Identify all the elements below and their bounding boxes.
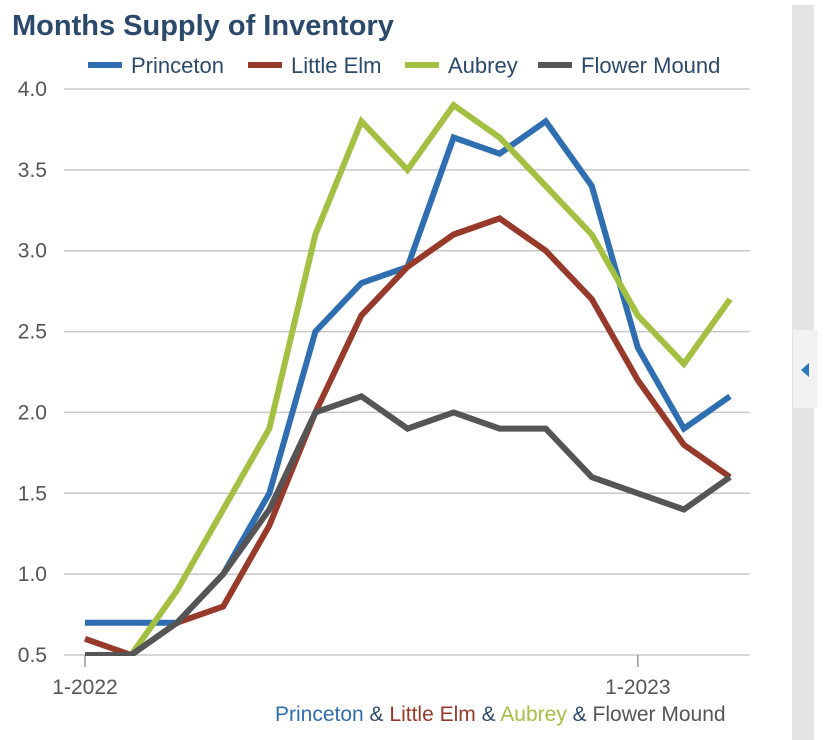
legend: Princeton Little Elm Aubrey Flower Mound <box>88 53 720 78</box>
legend-label: Princeton <box>131 53 224 78</box>
gridlines <box>64 88 750 656</box>
caption-part: Aubrey <box>500 703 567 726</box>
y-tick-label: 0.5 <box>18 644 47 667</box>
legend-item-aubrey[interactable]: Aubrey <box>405 53 518 78</box>
y-tick-label: 3.0 <box>18 240 47 263</box>
y-axis-ticks: 0.5 1.0 1.5 2.0 2.5 3.0 3.5 4.0 <box>18 78 47 667</box>
caption-part: Princeton <box>275 703 364 726</box>
y-tick-label: 1.5 <box>18 482 47 505</box>
series-line-flower-mound <box>85 392 732 656</box>
y-tick-label: 2.0 <box>18 401 47 424</box>
collapse-panel-button[interactable] <box>793 330 818 408</box>
y-tick-label: 4.0 <box>18 78 47 101</box>
legend-item-princeton[interactable]: Princeton <box>88 53 224 78</box>
caption-part: Flower Mound <box>593 703 726 726</box>
caption-part: & <box>567 703 593 726</box>
chart-title: Months Supply of Inventory <box>12 10 394 42</box>
legend-label: Aubrey <box>448 53 518 78</box>
legend-swatch <box>248 62 282 68</box>
legend-swatch <box>88 62 122 68</box>
x-tick-label: 1-2022 <box>52 676 117 699</box>
line-chart: Months Supply of Inventory Princeton Litt… <box>12 10 750 726</box>
legend-item-little-elm[interactable]: Little Elm <box>248 53 381 78</box>
series-caption: Princeton & Little Elm & Aubrey & Flower… <box>275 703 726 726</box>
y-tick-label: 2.5 <box>18 321 47 344</box>
series-lines <box>84 101 733 656</box>
legend-item-flower-mound[interactable]: Flower Mound <box>538 53 720 78</box>
caption-part: & <box>364 703 390 726</box>
legend-swatch <box>538 62 572 68</box>
y-tick-label: 3.5 <box>18 159 47 182</box>
caption-part: & <box>476 703 501 726</box>
legend-swatch <box>405 62 439 68</box>
x-tick-label: 1-2023 <box>605 676 670 699</box>
y-tick-label: 1.0 <box>18 563 47 586</box>
series-line-little-elm <box>84 215 732 656</box>
chevron-left-icon <box>801 363 809 377</box>
x-axis: 1-2022 1-2023 <box>52 655 671 699</box>
series-line-aubrey <box>119 101 733 656</box>
legend-label: Little Elm <box>291 53 381 78</box>
caption-part: Little Elm <box>389 703 475 726</box>
legend-label: Flower Mound <box>581 53 720 78</box>
